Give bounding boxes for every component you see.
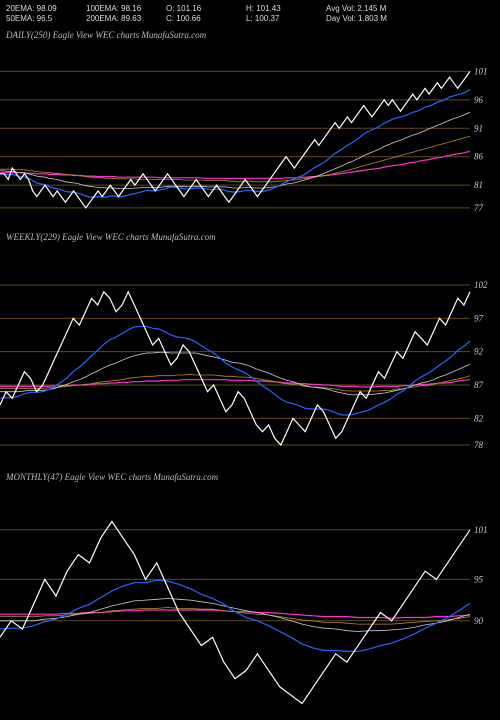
- stat-cell: L: 100.37: [246, 14, 326, 24]
- svg-text:87: 87: [474, 380, 484, 390]
- stat-cell: H: 101.43: [246, 4, 326, 14]
- stat-cell: 200EMA: 89.63: [86, 14, 166, 24]
- chart-panel: 78 82 87 92 97 102: [0, 265, 500, 465]
- stat-cell: 100EMA: 98.16: [86, 4, 166, 14]
- stat-cell: O: 101.16: [166, 4, 246, 14]
- svg-text:91: 91: [474, 123, 483, 133]
- panel-title: WEEKLY(229) Eagle View WEC charts Munafa…: [6, 232, 216, 242]
- stat-cell: C: 100.66: [166, 14, 246, 24]
- chart-panel: 77 81 86 91 96 101: [0, 60, 500, 225]
- stats-header: 20EMA: 98.09100EMA: 98.16O: 101.16H: 101…: [6, 4, 406, 24]
- panel-title: DAILY(250) Eagle View WEC charts MunafaS…: [6, 30, 206, 40]
- stat-cell: Day Vol: 1.803 M: [326, 14, 406, 24]
- svg-text:97: 97: [474, 313, 484, 323]
- svg-text:92: 92: [474, 347, 484, 357]
- svg-text:77: 77: [474, 203, 484, 213]
- svg-text:81: 81: [474, 180, 483, 190]
- svg-text:86: 86: [474, 152, 484, 162]
- svg-text:96: 96: [474, 95, 484, 105]
- svg-text:82: 82: [474, 413, 484, 423]
- stat-cell: Avg Vol: 2.145 M: [326, 4, 406, 14]
- svg-text:90: 90: [474, 616, 484, 626]
- svg-text:101: 101: [474, 525, 488, 535]
- svg-text:78: 78: [474, 440, 484, 450]
- svg-text:102: 102: [474, 280, 488, 290]
- svg-text:95: 95: [474, 574, 484, 584]
- svg-text:101: 101: [474, 66, 488, 76]
- panel-title: MONTHLY(47) Eagle View WEC charts Munafa…: [6, 472, 218, 482]
- chart-panel: 90 95 101: [0, 505, 500, 720]
- stat-cell: 20EMA: 98.09: [6, 4, 86, 14]
- stat-cell: 50EMA: 96.5: [6, 14, 86, 24]
